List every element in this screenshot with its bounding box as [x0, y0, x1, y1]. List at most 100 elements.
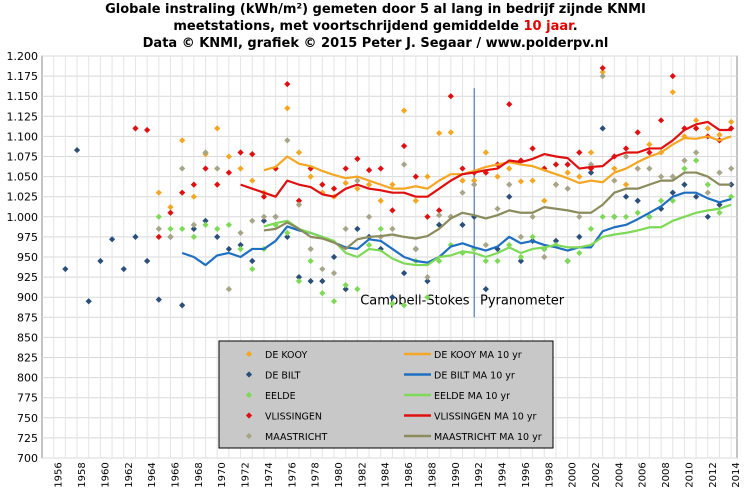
x-tick-label: 2002 — [591, 462, 602, 487]
legend-label-de-bilt: DE BILT — [265, 371, 301, 382]
point-de-kooy — [599, 68, 606, 76]
point-de-bilt — [214, 233, 221, 241]
moving-average-lines — [181, 120, 732, 267]
x-tick-label: 1962 — [124, 462, 135, 487]
point-de-bilt — [249, 257, 256, 265]
point-de-kooy — [190, 193, 197, 200]
point-eelde — [564, 257, 571, 265]
point-eelde — [179, 225, 186, 232]
legend-label-vlissingen-ma-10-yr: VLISSINGEN MA 10 yr — [434, 412, 536, 423]
point-de-bilt — [424, 278, 431, 285]
point-vlissingen — [412, 173, 419, 180]
point-de-bilt — [202, 217, 209, 224]
x-tick-label: 1992 — [474, 462, 485, 487]
y-tick-label: 700 — [17, 452, 38, 465]
point-maastricht — [541, 253, 548, 261]
line-maastricht-ma-10-yr — [263, 171, 732, 251]
x-tick-label: 1996 — [521, 462, 532, 487]
legend-label-maastricht-ma-10-yr: MAASTRICHT MA 10 yr — [434, 432, 542, 443]
x-tick-label: 2014 — [731, 462, 742, 487]
x-tick-label: 2006 — [638, 462, 649, 487]
y-tick-label: 950 — [17, 251, 38, 264]
point-eelde — [319, 290, 326, 297]
y-tick-label: 1.200 — [7, 50, 39, 63]
point-vlissingen — [214, 181, 221, 188]
legend-label-maastricht: MAASTRICHT — [265, 432, 327, 443]
chart-title-line-3: Data © KNMI, grafiek © 2015 Peter J. Seg… — [142, 36, 609, 51]
point-maastricht — [295, 201, 303, 208]
point-eelde — [249, 265, 256, 273]
legend: DE KOOY DE BILT EELDE VLISSINGEN MAASTRICHT D… — [218, 340, 554, 449]
x-tick-label: 1964 — [147, 462, 158, 487]
chart-title-line-1: Globale instraling (kWh/m²) gemeten door… — [105, 2, 646, 17]
point-eelde — [389, 300, 396, 307]
point-de-bilt — [108, 236, 116, 243]
legend-box — [218, 340, 554, 449]
point-maastricht — [225, 286, 233, 293]
point-eelde — [330, 298, 338, 305]
point-de-bilt — [342, 286, 349, 293]
point-maastricht — [424, 273, 431, 281]
point-de-kooy — [179, 137, 186, 144]
point-de-bilt — [400, 269, 408, 277]
legend-label-eelde-ma-10-yr: EELDE MA 10 yr — [434, 391, 510, 402]
y-tick-label: 800 — [17, 372, 38, 385]
y-tick-label: 975 — [17, 231, 38, 244]
y-tick-label: 1.000 — [7, 211, 39, 224]
y-tick-label: 750 — [17, 412, 38, 425]
y-tick-label: 850 — [17, 331, 38, 344]
point-de-bilt — [132, 233, 139, 241]
point-maastricht — [599, 72, 606, 80]
point-vlissingen — [179, 189, 186, 196]
point-maastricht — [330, 269, 338, 277]
annotation-pyranometer: Pyranometer — [480, 293, 565, 308]
x-tick-label: 1984 — [381, 462, 392, 487]
point-maastricht — [319, 265, 326, 273]
point-de-bilt — [237, 241, 244, 249]
point-de-bilt — [190, 225, 197, 232]
legend-label-eelde: EELDE — [265, 391, 296, 402]
point-de-bilt — [307, 278, 314, 285]
legend-label-vlissingen: VLISSINGEN — [265, 412, 322, 423]
point-eelde — [482, 257, 489, 265]
point-de-bilt — [389, 294, 396, 301]
x-tick-label: 1966 — [170, 462, 181, 487]
point-de-bilt — [295, 273, 303, 281]
point-de-bilt — [517, 257, 525, 265]
point-maastricht — [307, 245, 314, 253]
line-eelde-ma-10-yr — [263, 203, 732, 267]
point-de-kooy — [214, 125, 221, 132]
point-maastricht — [179, 165, 186, 172]
point-eelde — [494, 257, 501, 265]
x-tick-label: 2012 — [708, 462, 719, 487]
point-maastricht — [249, 217, 256, 224]
point-eelde — [214, 225, 221, 232]
point-vlissingen — [132, 125, 139, 132]
y-tick-label: 925 — [17, 271, 38, 284]
x-tick-label: 1980 — [334, 462, 345, 487]
point-vlissingen — [237, 149, 244, 156]
x-tick-label: 1988 — [427, 462, 438, 487]
point-eelde — [517, 253, 525, 261]
x-tick-label: 2000 — [568, 462, 579, 487]
x-tick-label: 1956 — [54, 462, 65, 487]
x-tick-label: 2004 — [614, 462, 625, 487]
x-tick-label: 1982 — [357, 462, 368, 487]
chart-title-line-2: meetstations, met voortschrijdend gemidd… — [0, 19, 751, 35]
legend-label-de-kooy: DE KOOY — [265, 350, 307, 361]
line-vlissingen-ma-10-yr — [240, 120, 732, 198]
point-eelde — [307, 257, 314, 265]
x-tick-label: 1976 — [287, 462, 298, 487]
point-eelde — [436, 257, 443, 265]
point-de-kooy — [167, 204, 174, 211]
point-de-bilt — [482, 286, 489, 293]
chart-title-highlight: 10 jaar — [523, 19, 573, 34]
point-de-kooy — [424, 173, 431, 180]
line-de-kooy-ma-10-yr — [263, 135, 732, 190]
point-eelde — [167, 225, 174, 232]
y-tick-label: 1.125 — [7, 110, 39, 123]
y-tick-label: 1.175 — [7, 70, 39, 83]
annotation-campbell-stokes: Campbell-Stokes — [360, 293, 469, 308]
